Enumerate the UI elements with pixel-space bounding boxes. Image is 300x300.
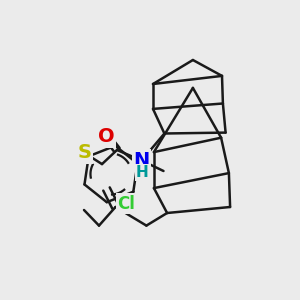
Text: Cl: Cl bbox=[117, 195, 135, 213]
Text: O: O bbox=[98, 127, 115, 146]
Text: H: H bbox=[136, 165, 148, 180]
Text: S: S bbox=[78, 143, 92, 163]
Text: N: N bbox=[134, 151, 150, 170]
